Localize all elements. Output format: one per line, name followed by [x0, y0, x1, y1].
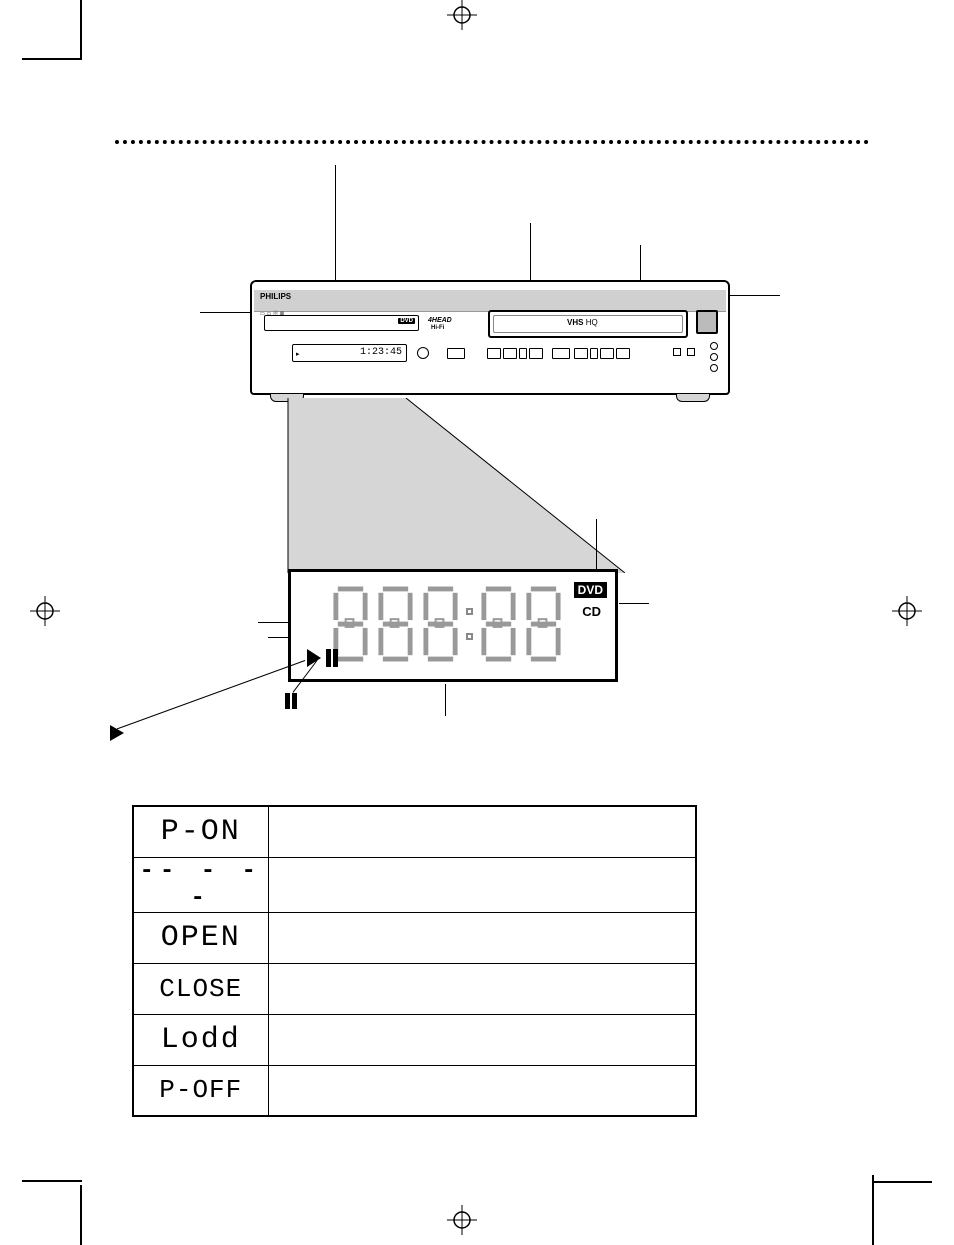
seven-segment-digit: [479, 584, 518, 664]
crop-mark: [872, 1181, 932, 1183]
control-button: [487, 348, 501, 359]
display-code-cell: P-OFF: [133, 1065, 268, 1116]
callout-line: [258, 622, 288, 623]
device-lcd: 1:23:45: [292, 344, 407, 362]
display-meaning-cell: [268, 857, 696, 912]
dvd-badge: DVD: [574, 582, 607, 598]
hifi-head-label: 4HEAD: [428, 317, 452, 324]
lcd-digits: [331, 578, 563, 669]
control-button: [529, 348, 543, 359]
table-row: -- - --: [133, 857, 696, 912]
control-button: [519, 348, 527, 359]
seven-segment-digit: [421, 584, 460, 664]
callout-line: [619, 603, 649, 604]
vhs-label: VHS HQ: [567, 318, 598, 327]
control-button: [616, 348, 630, 359]
callout-line: [335, 165, 336, 295]
table-row: OPEN: [133, 912, 696, 963]
display-code-cell: CLOSE: [133, 963, 268, 1014]
crop-mark: [80, 1185, 82, 1245]
registration-mark: [447, 1205, 477, 1235]
display-code-cell: -- - --: [133, 857, 268, 912]
callout-line: [640, 245, 641, 285]
registration-mark: [447, 0, 477, 30]
registration-mark: [892, 596, 922, 626]
pause-icon: [324, 649, 338, 667]
display-code-cell: P-ON: [133, 806, 268, 857]
crop-mark: [22, 58, 82, 60]
cd-label: CD: [582, 604, 601, 619]
display-meaning-cell: [268, 963, 696, 1014]
display-meaning-cell: [268, 912, 696, 963]
crop-mark: [22, 1180, 82, 1182]
table-row: Lodd: [133, 1014, 696, 1065]
table-row: CLOSE: [133, 963, 696, 1014]
front-jacks: [673, 342, 718, 372]
colon-icon: [466, 608, 473, 640]
seven-segment-digit: [524, 584, 563, 664]
dvd-tray: [264, 315, 419, 331]
callout-line: [530, 223, 531, 284]
callout-line: [268, 637, 288, 638]
open-close-button: [696, 310, 718, 334]
foot: [676, 394, 710, 402]
display-codes-table: P-ON-- - --OPENCLOSELoddP-OFF: [132, 805, 697, 1117]
seven-segment-digit: [376, 584, 415, 664]
pause-icon-legend: [283, 693, 297, 714]
control-button: [503, 348, 517, 359]
header-dotted-rule: [115, 140, 869, 144]
display-meaning-cell: [268, 1014, 696, 1065]
table-row: P-ON: [133, 806, 696, 857]
table-row: P-OFF: [133, 1065, 696, 1116]
zoom-projection: [280, 398, 625, 573]
brand-label: PHILIPS: [260, 292, 291, 301]
play-icon-legend: [110, 724, 124, 742]
callout-line: [445, 684, 446, 716]
display-meaning-cell: [268, 806, 696, 857]
control-button: [552, 348, 570, 359]
callout-line: [730, 295, 780, 296]
record-button: [417, 347, 429, 359]
callout-line: [200, 312, 255, 313]
registration-mark: [30, 596, 60, 626]
callout-line: [335, 165, 336, 166]
eject-button: [447, 348, 465, 359]
lcd-detail-panel: DVD CD: [288, 569, 618, 682]
hifi-label: Hi-Fi: [431, 325, 444, 331]
control-button: [600, 348, 614, 359]
display-code-cell: Lodd: [133, 1014, 268, 1065]
control-button: [574, 348, 588, 359]
callout-line: [596, 519, 597, 571]
control-button: [590, 348, 598, 359]
device-front-diagram: PHILIPS ▭ ▭ ⓓ ⊠ 4HEAD Hi-Fi VHS HQ 1:23:…: [250, 280, 730, 395]
play-pause-indicator: [307, 649, 338, 667]
display-code-cell: OPEN: [133, 912, 268, 963]
play-icon: [110, 725, 124, 741]
display-meaning-cell: [268, 1065, 696, 1116]
callout-line: [117, 660, 305, 729]
crop-mark: [80, 0, 82, 60]
